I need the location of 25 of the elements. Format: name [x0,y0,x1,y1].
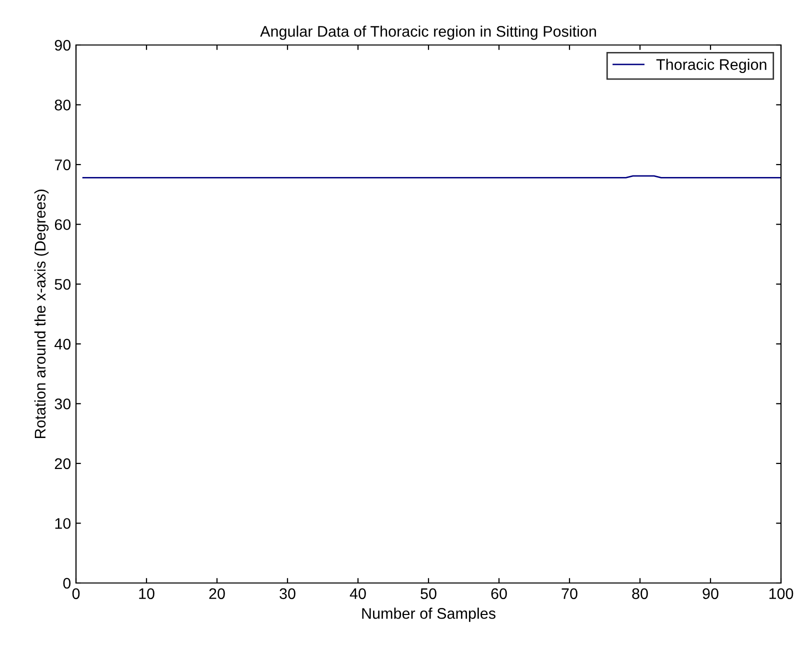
x-tick-label: 100 [769,588,794,600]
x-tick-label: 0 [72,588,80,600]
y-tick-label: 50 [54,278,71,290]
y-tick-label: 30 [54,398,71,410]
x-tick-label: 20 [209,588,225,600]
x-tick-label: 60 [491,588,507,600]
y-tick-label: 80 [54,100,71,110]
x-tick-label: 30 [280,588,296,600]
y-tick-label: 60 [54,219,71,230]
y-axis-title: Rotation around the x-axis (Degrees) [34,190,49,438]
x-tick-label: 80 [632,588,648,600]
x-tick-label: 10 [139,588,154,600]
chart-title: Angular Data of Thoracic region in Sitting Position [260,26,596,40]
y-tick-label: 20 [54,458,71,470]
x-tick-label: 70 [562,588,578,600]
y-tick-label: 90 [54,40,71,51]
x-tick-label: 40 [350,588,366,600]
legend-label: Thoracic Region [656,58,766,73]
y-tick-label: 10 [55,518,71,529]
y-tick-label: 40 [54,338,71,350]
y-tick-label: 0 [63,578,71,589]
y-tick-label: 70 [54,159,71,170]
x-axis-title: Number of Samples [362,608,496,622]
x-tick-label: 50 [420,588,436,600]
x-tick-label: 90 [702,588,718,600]
